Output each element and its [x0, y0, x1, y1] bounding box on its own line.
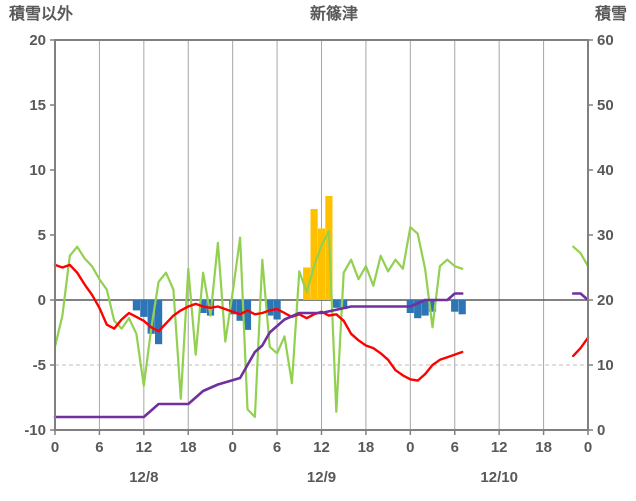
y-right-tick-label: 40	[597, 162, 614, 179]
y-left-tick-label: 10	[29, 162, 46, 179]
bars-blue_bars	[132, 300, 466, 345]
y-left-tick-label: -10	[24, 422, 46, 439]
x-tick-label: 6	[451, 439, 459, 456]
right-axis-title: 積雪	[594, 6, 627, 23]
plot-border	[54, 39, 589, 431]
bar	[243, 300, 252, 330]
chart-header: 積雪以外 新篠津 積雪	[0, 5, 636, 24]
x-tick-label: 12	[491, 439, 508, 456]
y-left-tick-label: 5	[38, 227, 46, 244]
bar	[155, 300, 163, 345]
bar	[317, 228, 326, 300]
line-purple_line	[53, 292, 590, 419]
y-right-tick-label: 0	[597, 422, 605, 439]
x-date-label: 12/10	[480, 469, 518, 486]
x-tick-label: 0	[584, 439, 592, 456]
x-tick-label: 18	[180, 439, 197, 456]
y-right-tick-label: 30	[597, 227, 614, 244]
x-tick-label: 0	[228, 439, 236, 456]
series-path	[572, 245, 590, 268]
bar	[236, 300, 244, 321]
bar	[340, 300, 348, 310]
series-path	[53, 263, 464, 382]
bar	[132, 300, 140, 311]
bar	[421, 300, 429, 316]
x-tick-label: 6	[95, 439, 103, 456]
series-path	[571, 292, 590, 302]
gridlines	[55, 40, 588, 430]
bar	[451, 300, 459, 312]
y-left-tick-label: 15	[29, 97, 46, 114]
x-tick-label: 6	[273, 439, 281, 456]
line-green_line	[53, 226, 590, 419]
bar	[458, 300, 466, 315]
series-path	[53, 292, 464, 419]
y-right-tick-label: 20	[597, 292, 614, 309]
x-date-label: 12/8	[129, 469, 158, 486]
x-date-label: 12/9	[307, 469, 336, 486]
y-left-tick-label: 0	[38, 292, 46, 309]
bars-yellow_bars	[303, 196, 333, 300]
x-tick-label: 12	[135, 439, 152, 456]
left-axis-title: 積雪以外	[9, 6, 74, 23]
y-right-tick-label: 60	[597, 32, 614, 49]
line-red_line	[53, 263, 590, 382]
bar	[428, 300, 437, 312]
x-tick-label: 12	[313, 439, 330, 456]
x-tick-label: 18	[535, 439, 552, 456]
bar	[303, 267, 311, 300]
bar	[140, 300, 148, 317]
bar	[229, 300, 237, 315]
bar	[266, 300, 274, 316]
y-right-tick-label: 50	[597, 97, 614, 114]
bar	[310, 209, 318, 300]
series-path	[53, 226, 464, 419]
series-path	[572, 336, 590, 358]
x-tick-label: 18	[358, 439, 375, 456]
chart-title: 新篠津	[309, 6, 358, 23]
y-left-tick-label: 20	[29, 32, 46, 49]
x-tick-label: 0	[406, 439, 414, 456]
x-tick-label: 0	[51, 439, 59, 456]
bar	[147, 300, 155, 334]
y-right-tick-label: 10	[597, 357, 614, 374]
y-left-tick-label: -5	[33, 357, 46, 374]
bar	[414, 300, 422, 319]
bar	[332, 300, 340, 308]
